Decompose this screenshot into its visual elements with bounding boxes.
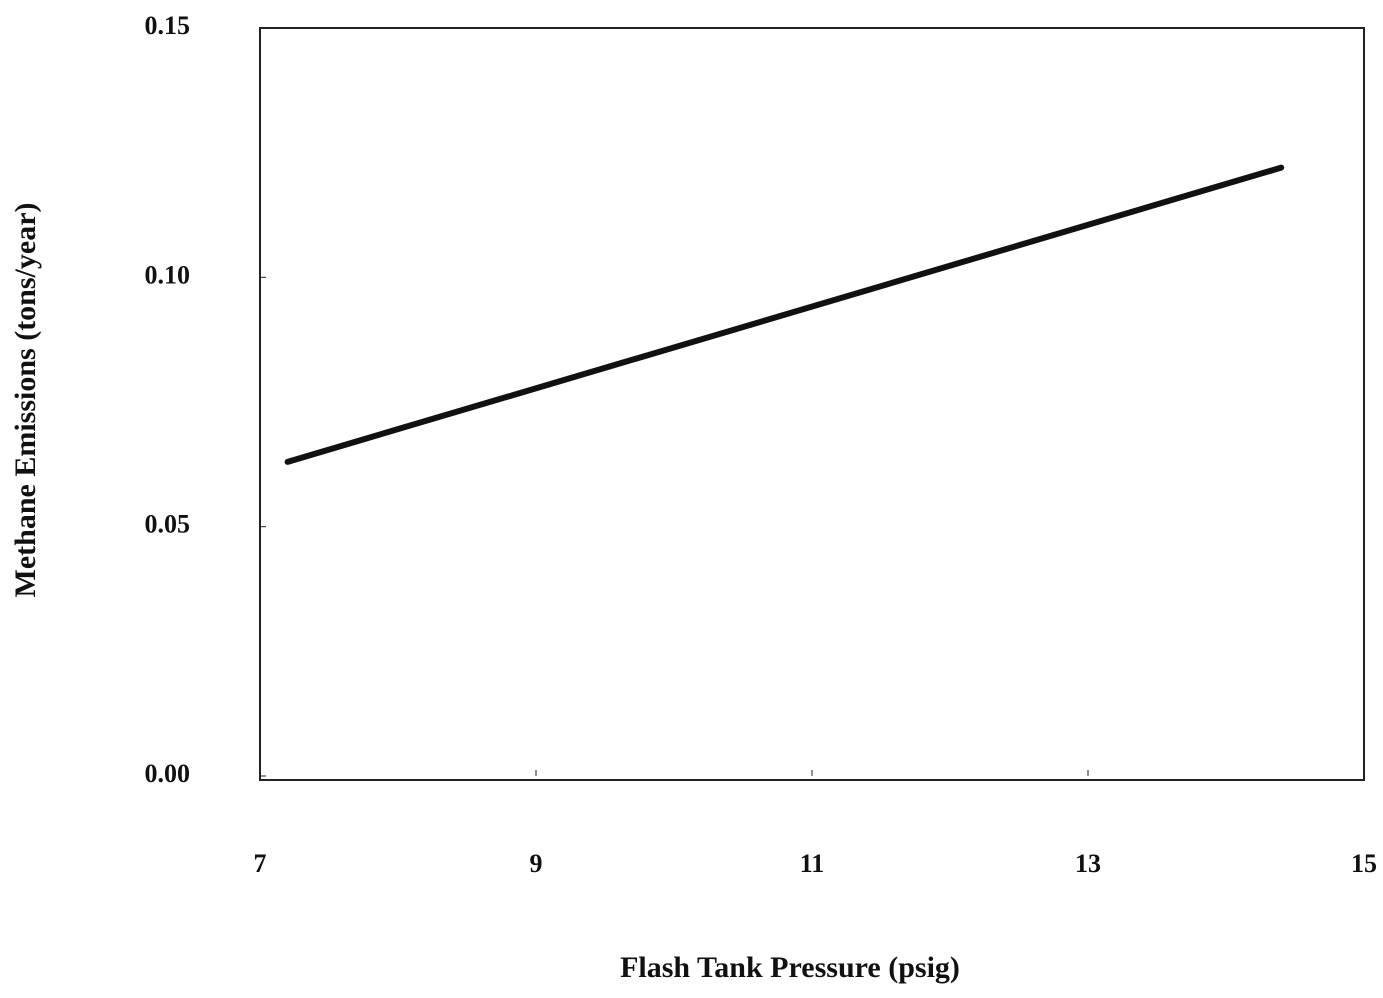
y-tick-label: 0.00 — [145, 759, 191, 788]
x-tick-label: 7 — [254, 849, 267, 878]
plot-frame — [259, 27, 1365, 781]
x-tick-label: 15 — [1351, 849, 1377, 878]
x-tick-label: 9 — [530, 849, 543, 878]
data-line — [284, 164, 1285, 465]
y-axis-label: Methane Emissions (tons/year) — [9, 203, 42, 598]
x-axis-label: Flash Tank Pressure (psig) — [620, 951, 960, 984]
y-tick-label: 0.10 — [145, 260, 191, 289]
x-tick-label: 11 — [800, 849, 825, 878]
y-tick-label: 0.15 — [145, 11, 191, 40]
y-tick-label: 0.05 — [145, 510, 191, 539]
x-tick-label: 13 — [1075, 849, 1101, 878]
